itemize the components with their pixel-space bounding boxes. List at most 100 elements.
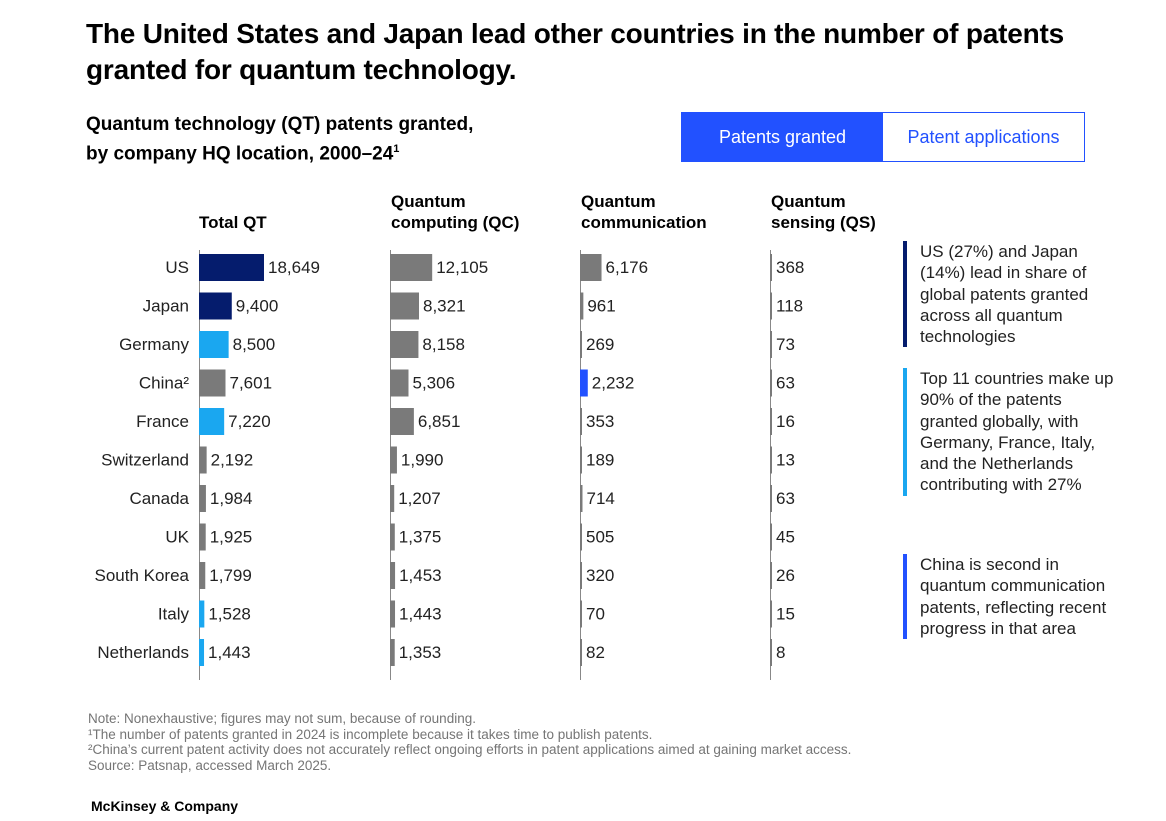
value-label-quantum-computing-qc-germany: 8,158 (422, 335, 465, 354)
value-label-quantum-sensing-qs-us: 368 (776, 258, 804, 277)
footnotes: Note: Nonexhaustive; figures may not sum… (88, 711, 1088, 773)
category-label-us: US (165, 258, 189, 277)
callout-us-japan: US (27%) and Japan (14%) lead in share o… (903, 241, 1120, 348)
footnote-2: ²China’s current patent activity does no… (88, 742, 852, 758)
footnote-1: ¹The number of patents granted in 2024 i… (88, 726, 653, 742)
bar-total-qt-south-korea (199, 562, 206, 589)
column-header-sensing-line-2: sensing (QS) (771, 213, 876, 232)
subtitle-line-1: Quantum technology (QT) patents granted, (86, 114, 474, 135)
bar-quantum-computing-qc-netherlands (390, 639, 395, 666)
bar-quantum-computing-qc-south-korea (390, 562, 396, 589)
chart-title: The United States and Japan lead other c… (86, 18, 1064, 85)
category-label-uk: UK (165, 528, 189, 547)
value-label-quantum-computing-qc-netherlands: 1,353 (399, 643, 442, 662)
value-label-total-qt-japan: 9,400 (236, 297, 279, 316)
value-label-quantum-computing-qc-france: 6,851 (418, 412, 461, 431)
value-label-total-qt-france: 7,220 (228, 412, 271, 431)
category-label-france: France (136, 412, 189, 431)
value-label-quantum-computing-qc-china: 5,306 (412, 374, 455, 393)
bar-total-qt-italy (199, 600, 205, 628)
value-label-quantum-sensing-qs-canada: 63 (776, 489, 795, 508)
value-label-quantum-sensing-qs-netherlands: 8 (776, 643, 785, 662)
bar-quantum-sensing-qs-germany (770, 331, 772, 358)
bar-quantum-communication-us (580, 254, 602, 281)
column-header-total-qt: Total QT (199, 191, 267, 233)
column-header-qc-line-2: computing (QC) (391, 213, 520, 232)
column-header-qc: Quantum computing (QC) (391, 191, 519, 233)
value-label-quantum-sensing-qs-france: 16 (776, 412, 795, 431)
category-label-south-korea: South Korea (94, 566, 189, 585)
value-label-quantum-computing-qc-uk: 1,375 (399, 528, 442, 547)
value-label-quantum-communication-italy: 70 (586, 605, 605, 624)
bar-quantum-sensing-qs-switzerland (770, 446, 772, 474)
bar-quantum-communication-germany (580, 331, 582, 358)
category-label-italy: Italy (158, 605, 190, 624)
bar-quantum-computing-qc-germany (390, 331, 419, 358)
category-label-china: China² (139, 374, 189, 393)
bar-quantum-computing-qc-us (390, 254, 433, 281)
footnote-source: Source: Patsnap, accessed March 2025. (88, 757, 332, 773)
callout-top-11: Top 11 countries make up 90% of the pate… (903, 368, 1120, 496)
column-header-communication-line-2: communication (581, 213, 707, 232)
value-label-quantum-communication-france: 353 (586, 412, 614, 431)
value-label-quantum-computing-qc-canada: 1,207 (398, 489, 441, 508)
chart-subtitle: Quantum technology (QT) patents granted,… (86, 112, 546, 166)
tab-patents-granted[interactable]: Patents granted (682, 113, 883, 161)
category-label-germany: Germany (119, 335, 189, 354)
bar-total-qt-japan (199, 292, 232, 320)
subtitle-footnote-mark: 1 (393, 143, 400, 155)
view-toggle: Patents granted Patent applications (681, 112, 1085, 162)
bar-quantum-sensing-qs-france (770, 408, 772, 435)
bar-quantum-sensing-qs-south-korea (770, 562, 772, 589)
value-label-quantum-communication-us: 6,176 (606, 258, 649, 277)
bar-quantum-computing-qc-japan (390, 292, 420, 320)
bar-total-qt-uk (199, 523, 206, 551)
bar-quantum-computing-qc-uk (390, 523, 395, 551)
value-label-quantum-sensing-qs-germany: 73 (776, 335, 795, 354)
value-label-total-qt-canada: 1,984 (210, 489, 253, 508)
value-label-quantum-communication-switzerland: 189 (586, 451, 614, 470)
category-label-switzerland: Switzerland (101, 451, 189, 470)
value-label-quantum-communication-south-korea: 320 (586, 566, 614, 585)
value-label-total-qt-uk: 1,925 (210, 528, 253, 547)
value-label-quantum-communication-netherlands: 82 (586, 643, 605, 662)
value-label-quantum-sensing-qs-switzerland: 13 (776, 451, 795, 470)
value-label-quantum-communication-canada: 714 (586, 489, 614, 508)
value-label-total-qt-switzerland: 2,192 (211, 451, 254, 470)
bar-quantum-computing-qc-switzerland (390, 446, 397, 474)
value-label-quantum-computing-qc-japan: 8,321 (423, 297, 466, 316)
callout-china: China is second in quantum communication… (903, 554, 1120, 640)
bar-quantum-computing-qc-france (390, 408, 414, 435)
bar-total-qt-china (199, 369, 226, 397)
value-label-quantum-communication-japan: 961 (587, 297, 615, 316)
value-label-quantum-sensing-qs-south-korea: 26 (776, 566, 795, 585)
bar-quantum-sensing-qs-us (770, 254, 772, 281)
column-header-sensing-line-1: Quantum (771, 192, 846, 211)
bar-quantum-sensing-qs-italy (770, 600, 772, 628)
value-label-total-qt-china: 7,601 (229, 374, 272, 393)
value-label-quantum-sensing-qs-uk: 45 (776, 528, 795, 547)
bar-quantum-sensing-qs-canada (770, 485, 772, 512)
column-header-communication: Quantum communication (581, 191, 707, 233)
bar-quantum-communication-uk (580, 523, 582, 551)
bar-quantum-communication-china (580, 369, 588, 397)
tab-patent-applications[interactable]: Patent applications (883, 113, 1084, 161)
bar-total-qt-france (199, 408, 225, 435)
bar-total-qt-us (199, 254, 264, 281)
footnote-note: Note: Nonexhaustive; figures may not sum… (88, 711, 476, 726)
bar-quantum-communication-netherlands (580, 639, 582, 666)
value-label-quantum-communication-china: 2,232 (592, 374, 635, 393)
bar-quantum-computing-qc-canada (390, 485, 395, 512)
bar-quantum-sensing-qs-netherlands (770, 639, 772, 666)
bar-quantum-communication-canada (580, 485, 583, 512)
bar-quantum-computing-qc-italy (390, 600, 396, 628)
value-label-quantum-sensing-qs-italy: 15 (776, 605, 795, 624)
category-label-netherlands: Netherlands (97, 643, 189, 662)
value-label-total-qt-us: 18,649 (268, 258, 320, 277)
bar-quantum-computing-qc-china (390, 369, 409, 397)
bar-quantum-communication-japan (580, 292, 584, 320)
value-label-total-qt-netherlands: 1,443 (208, 643, 251, 662)
bar-quantum-communication-south-korea (580, 562, 582, 589)
category-label-japan: Japan (143, 297, 189, 316)
